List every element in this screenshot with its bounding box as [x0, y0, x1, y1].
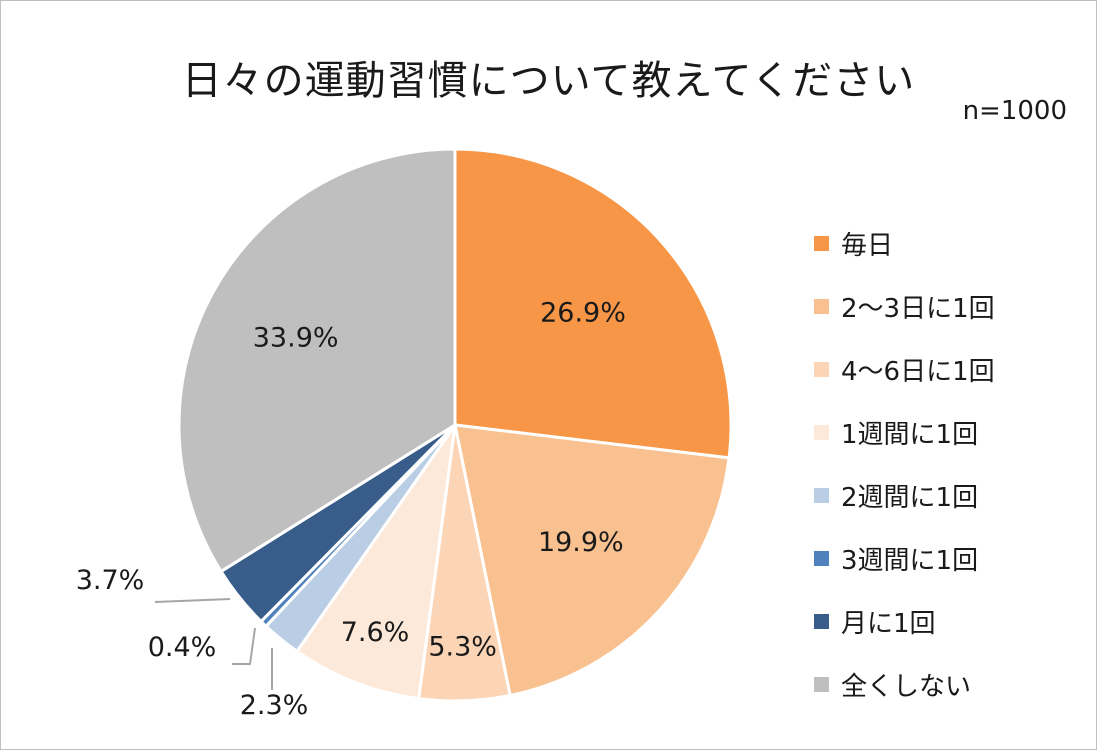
legend-item: 毎日 [814, 212, 995, 275]
legend-swatch [814, 614, 829, 629]
legend-swatch [814, 362, 829, 377]
chart-title: 日々の運動習慣について教えてください [181, 58, 916, 104]
pie-slice [453, 147, 733, 460]
legend-swatch [814, 488, 829, 503]
data-label: 7.6% [341, 617, 410, 648]
legend-item: 4～6日に1回 [814, 338, 995, 401]
pie-slice [177, 147, 457, 574]
legend-label: 1週間に1回 [841, 420, 979, 450]
legend-item: 1週間に1回 [814, 401, 995, 464]
data-label: 19.9% [538, 527, 624, 558]
legend-swatch [814, 425, 829, 440]
data-label: 3.7% [76, 565, 145, 596]
legend-item: 全くしない [814, 653, 995, 716]
data-label: 33.9% [253, 323, 339, 354]
legend-item: 2週間に1回 [814, 464, 995, 527]
pie-slice [294, 424, 457, 701]
legend-label: 2～3日に1回 [841, 294, 995, 324]
data-label: 2.3% [240, 690, 309, 721]
pie-slice [453, 423, 731, 698]
legend-item: 2～3日に1回 [814, 275, 995, 338]
legend-label: 2週間に1回 [841, 483, 979, 513]
data-label: 26.9% [540, 297, 626, 328]
legend-label: 全くしない [841, 672, 972, 702]
legend-swatch [814, 551, 829, 566]
leader-line [232, 627, 256, 665]
leader-line [154, 598, 231, 603]
legend-swatch [814, 299, 829, 314]
legend-item: 3週間に1回 [814, 527, 995, 590]
legend-item: 月に1回 [814, 590, 995, 653]
data-label: 0.4% [148, 632, 217, 663]
legend-label: 毎日 [841, 231, 894, 261]
legend: 毎日 2～3日に1回 4～6日に1回 1週間に1回 2週間に1回 3週間に1回 月に1回全く… [814, 212, 995, 716]
legend-swatch [814, 236, 829, 251]
data-label: 5.3% [428, 632, 497, 663]
legend-swatch [814, 677, 829, 692]
sample-size-label: n=1000 [962, 96, 1067, 126]
legend-label: 月に1回 [841, 609, 936, 639]
legend-label: 3週間に1回 [841, 546, 979, 576]
legend-label: 4～6日に1回 [841, 357, 995, 387]
